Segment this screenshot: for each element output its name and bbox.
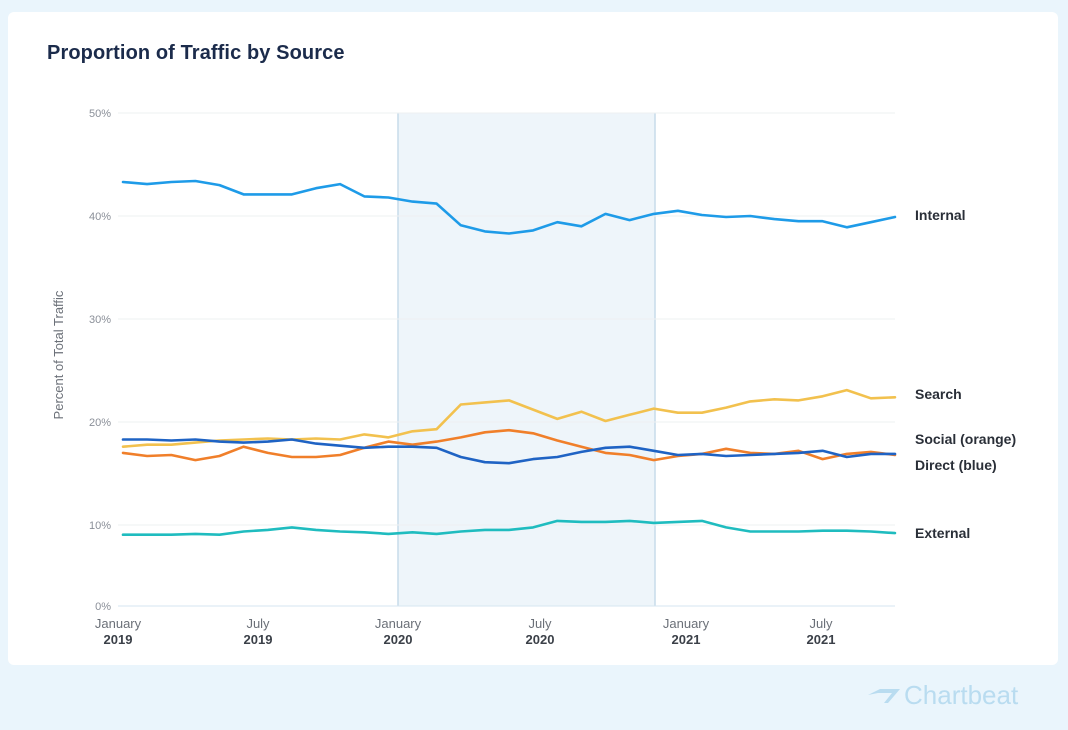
chartbeat-logo-icon (868, 688, 900, 703)
series-label: External (915, 525, 970, 541)
y-tick-label: 10% (89, 520, 111, 532)
brand-logo: Chartbeat (866, 680, 1018, 711)
y-axis-label: Percent of Total Traffic (51, 290, 66, 419)
x-tick-year: 2019 (104, 632, 133, 647)
x-tick-month: January (95, 616, 142, 631)
x-tick-year: 2020 (526, 632, 555, 647)
x-tick-year: 2021 (672, 632, 701, 647)
series-label: Social (orange) (915, 431, 1016, 447)
series-label: Direct (blue) (915, 457, 997, 473)
x-tick-month: January (663, 616, 710, 631)
series-label: Internal (915, 207, 966, 223)
x-tick-month: July (246, 616, 270, 631)
y-tick-label: 20% (89, 417, 111, 429)
brand-name: Chartbeat (904, 680, 1019, 710)
x-tick-year: 2020 (384, 632, 413, 647)
x-tick-year: 2021 (807, 632, 836, 647)
x-tick-month: July (809, 616, 833, 631)
chart-title: Proportion of Traffic by Source (47, 42, 345, 64)
y-tick-label: 50% (89, 108, 111, 120)
y-tick-label: 40% (89, 211, 111, 223)
y-tick-label: 30% (89, 314, 111, 326)
x-tick-year: 2019 (244, 632, 273, 647)
x-tick-month: January (375, 616, 422, 631)
y-tick-label: 0% (95, 601, 111, 613)
series-label: Search (915, 386, 962, 402)
x-tick-month: July (528, 616, 552, 631)
highlight-band (398, 113, 655, 606)
